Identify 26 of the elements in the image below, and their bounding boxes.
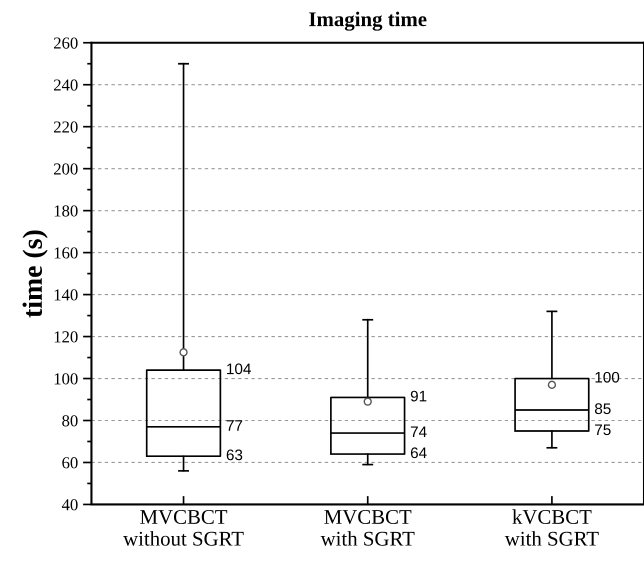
x-tick-label: MVCBCT with SGRT <box>320 510 415 546</box>
annotation: 85 <box>594 403 611 414</box>
y-tick-label: 80 <box>62 415 78 426</box>
annotation: 75 <box>595 424 611 436</box>
annotation: 64 <box>410 447 427 458</box>
y-tick-label: 40 <box>62 499 78 510</box>
x-tick-label: kVCBCT with SGRT <box>504 509 599 546</box>
annotation: 91 <box>410 390 426 402</box>
y-tick-label: 140 <box>54 289 78 301</box>
annotation: 100 <box>595 372 620 383</box>
y-tick-label: 180 <box>54 205 78 217</box>
annotation: 63 <box>226 449 242 460</box>
y-tick-label: 100 <box>54 373 78 384</box>
y-axis-title: time (s) <box>22 230 48 318</box>
chart-title: Imaging time <box>309 12 426 31</box>
annotation: 104 <box>227 363 251 374</box>
y-tick-label: 120 <box>54 331 78 343</box>
y-tick-label: 260 <box>54 37 78 49</box>
x-tick-label: MVCBCT without SGRT <box>123 510 244 546</box>
y-tick-label: 200 <box>54 163 78 175</box>
annotation: 74 <box>410 426 427 438</box>
y-tick-label: 160 <box>54 247 78 259</box>
y-tick-label: 240 <box>54 79 78 91</box>
y-tick-label: 220 <box>54 121 78 133</box>
annotation: 77 <box>226 420 242 431</box>
y-tick-label: 60 <box>62 457 78 468</box>
